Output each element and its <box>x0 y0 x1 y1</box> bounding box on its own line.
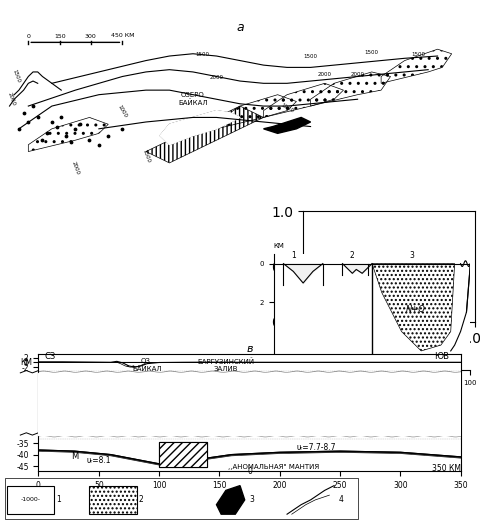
Text: υᵣ=7.7-8.7: υᵣ=7.7-8.7 <box>296 443 336 452</box>
Text: 1000: 1000 <box>117 104 128 118</box>
Bar <box>5 478 358 519</box>
Text: 2000: 2000 <box>350 72 365 77</box>
Point <box>58 113 65 122</box>
Text: СЗ: СЗ <box>45 352 56 361</box>
Text: 3: 3 <box>250 495 254 505</box>
Text: 2: 2 <box>350 251 355 260</box>
Text: 1: 1 <box>57 495 61 505</box>
Text: υᵣ=7.7-7.8: υᵣ=7.7-7.8 <box>169 429 209 438</box>
Bar <box>159 442 207 467</box>
Text: 1500: 1500 <box>141 149 151 164</box>
Point <box>95 141 103 149</box>
Text: 450 КМ: 450 КМ <box>111 33 134 38</box>
Polygon shape <box>160 111 240 145</box>
Text: 2: 2 <box>139 495 144 505</box>
Text: 0: 0 <box>26 34 30 39</box>
Text: υᵣ=8.1: υᵣ=8.1 <box>86 456 111 465</box>
Text: 300: 300 <box>85 34 97 39</box>
Polygon shape <box>264 117 311 133</box>
Text: 1500: 1500 <box>412 52 426 57</box>
Text: М: М <box>71 452 78 461</box>
Text: в: в <box>246 344 253 354</box>
Text: 3: 3 <box>409 251 414 260</box>
Polygon shape <box>216 486 245 514</box>
Text: а: а <box>236 21 244 34</box>
Point <box>62 131 70 140</box>
Point <box>67 138 74 147</box>
Point <box>34 113 42 122</box>
Point <box>43 129 51 138</box>
Text: 2000: 2000 <box>7 92 17 107</box>
Text: ОЗ.
БАЙКАЛ: ОЗ. БАЙКАЛ <box>132 358 162 372</box>
Bar <box>89 486 136 514</box>
Text: 1000: 1000 <box>280 103 294 114</box>
Point <box>20 108 27 117</box>
Bar <box>38 373 461 435</box>
Point <box>85 136 93 144</box>
Text: БАРГУЗИНСКИЙ
ЗАЛИВ: БАРГУЗИНСКИЙ ЗАЛИВ <box>197 358 254 372</box>
Text: 2000: 2000 <box>209 75 224 80</box>
PathPatch shape <box>372 263 455 351</box>
Text: 1: 1 <box>291 251 296 260</box>
Point <box>119 125 126 133</box>
Text: N+Q: N+Q <box>405 305 425 314</box>
Point <box>48 118 56 126</box>
Text: -1000-: -1000- <box>21 497 41 503</box>
Text: 0: 0 <box>247 467 252 476</box>
Text: КМ: КМ <box>274 243 285 249</box>
Text: 350 КМ: 350 КМ <box>432 464 461 473</box>
Text: ,,АНОМАЛЬНАЯ" МАНТИЯ: ,,АНОМАЛЬНАЯ" МАНТИЯ <box>228 463 319 470</box>
Point <box>15 125 23 133</box>
Text: 2000: 2000 <box>318 72 332 77</box>
Text: 1500: 1500 <box>195 52 209 57</box>
Text: 2000: 2000 <box>71 160 80 175</box>
Text: 1500: 1500 <box>365 50 379 54</box>
Bar <box>159 442 207 467</box>
Text: 1500: 1500 <box>12 69 21 84</box>
Bar <box>7 486 54 514</box>
Point <box>72 125 79 133</box>
Point <box>38 136 46 144</box>
Text: 1500: 1500 <box>303 54 318 59</box>
Text: 4: 4 <box>339 495 344 505</box>
Point <box>24 118 32 126</box>
Point <box>76 120 84 129</box>
Text: ЮВ: ЮВ <box>434 352 449 361</box>
Point <box>53 122 60 131</box>
Text: КМ: КМ <box>20 358 32 367</box>
Point <box>105 131 112 140</box>
PathPatch shape <box>117 362 147 367</box>
Text: 150: 150 <box>54 34 66 39</box>
Point <box>29 102 37 111</box>
Text: ОЗЕРО
БАЙКАЛ: ОЗЕРО БАЙКАЛ <box>178 92 208 106</box>
